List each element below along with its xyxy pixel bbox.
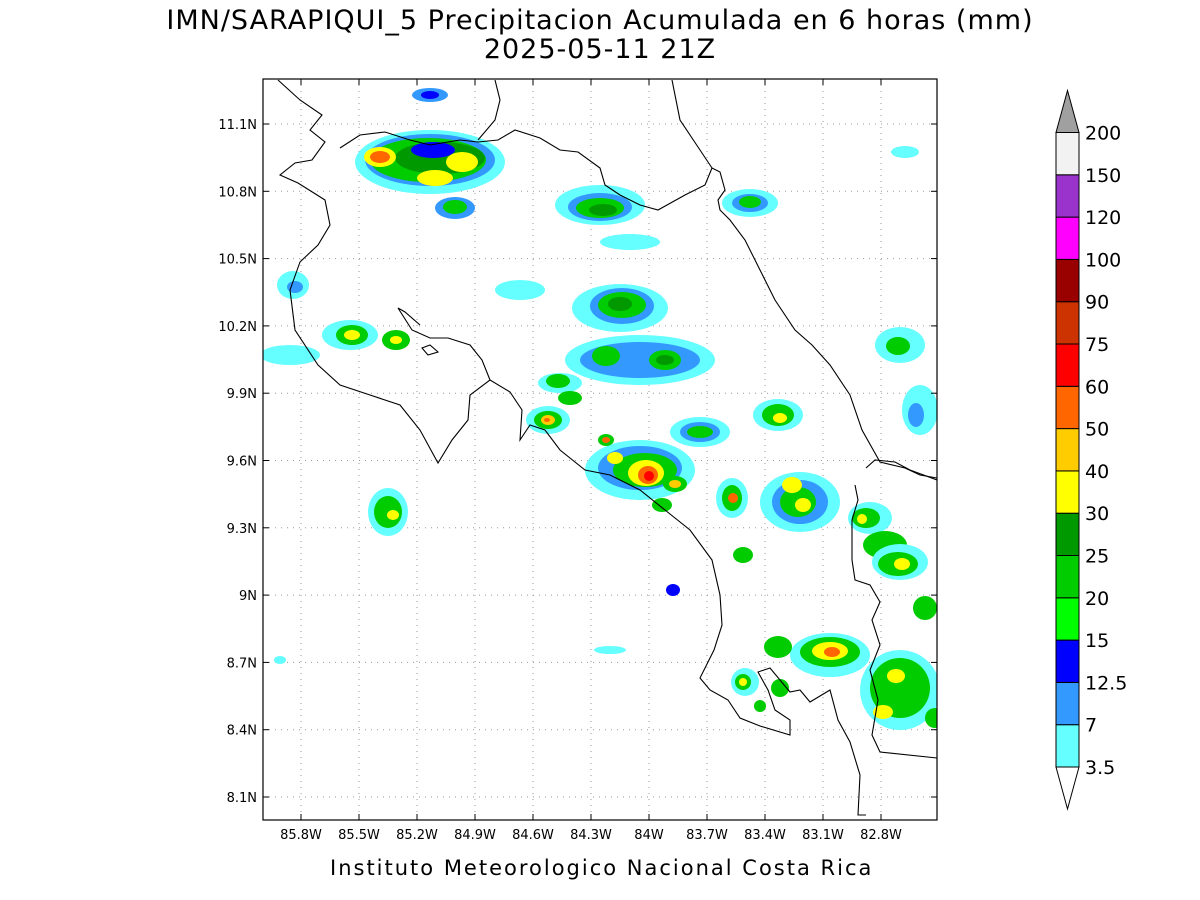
precip-field — [263, 88, 937, 730]
lon-tick-label: 85.8W — [280, 828, 322, 843]
colorbar-swatch — [1055, 216, 1080, 260]
lat-tick-label: 10.5N — [218, 253, 257, 268]
nicaragua-north-coast — [477, 79, 501, 141]
lake-detail — [421, 344, 440, 356]
colorbar-swatch — [1055, 512, 1080, 557]
lon-tick-label: 83.1W — [802, 828, 844, 843]
colorbar-swatch — [1055, 470, 1080, 514]
chart-date: 2025-05-11 21Z — [483, 34, 717, 65]
lon-tick-label: 82.8W — [860, 828, 902, 843]
lat-tick-label: 9.3N — [227, 522, 257, 537]
colorbar-label: 3.5 — [1085, 757, 1115, 779]
colorbar-swatch — [1055, 597, 1080, 641]
lat-tick-label: 8.1N — [227, 791, 257, 806]
map-frame — [262, 78, 938, 821]
precip-cell — [355, 88, 505, 219]
lat-tick-label: 11.1N — [218, 118, 257, 133]
panama-border — [851, 484, 937, 759]
colorbar-min-arrow — [1055, 766, 1080, 811]
central-pacific-coast — [489, 379, 866, 816]
chart-title: IMN/SARAPIQUI_5 Precipitacion Acumulada … — [166, 5, 1034, 36]
colorbar-label: 90 — [1085, 292, 1109, 314]
colorbar-label: 7 — [1085, 715, 1097, 737]
lon-tick-label: 83.4W — [744, 828, 786, 843]
lat-tick-label: 8.7N — [227, 656, 257, 671]
footer-credit: Instituto Meteorologico Nacional Costa R… — [330, 856, 874, 880]
colorbar-label: 75 — [1085, 334, 1109, 356]
lon-tick-label: 84.3W — [570, 828, 612, 843]
colorbar-swatch — [1055, 555, 1080, 599]
colorbar-label: 20 — [1085, 588, 1109, 610]
colorbar-swatch — [1055, 428, 1080, 472]
lon-tick-label: 84.6W — [512, 828, 554, 843]
colorbar-swatch — [1055, 174, 1080, 218]
colorbar-swatch — [1055, 681, 1080, 726]
coastlines — [277, 79, 937, 816]
colorbar-swatch — [1055, 132, 1080, 176]
lat-tick-label: 8.4N — [227, 724, 257, 739]
colorbar-label: 120 — [1085, 207, 1121, 229]
precip-cell — [263, 284, 937, 435]
precip-cell — [277, 146, 919, 300]
colorbar-label: 60 — [1085, 376, 1109, 398]
lat-tick-label: 9N — [239, 589, 257, 604]
lon-tick-label: 84W — [634, 828, 664, 843]
colorbar-swatch — [1055, 639, 1080, 683]
colorbar-label: 100 — [1085, 249, 1121, 271]
colorbar-swatch — [1055, 343, 1080, 387]
lon-tick-label: 85.5W — [338, 828, 380, 843]
colorbar-swatch — [1055, 301, 1080, 345]
colorbar-label: 200 — [1085, 123, 1121, 145]
panama-caribbean-coast — [865, 459, 937, 481]
colorbar-label: 150 — [1085, 165, 1121, 187]
map-axes: 11.1N 10.8N 10.5N 10.2N 9.9N 9.6N 9.3N 9N 8.7N 8.… — [218, 79, 937, 843]
colorbar-swatch — [1055, 385, 1080, 430]
colorbar-label: 12.5 — [1085, 672, 1127, 694]
colorbar-label: 40 — [1085, 461, 1109, 483]
colorbar: 3.5 7 12.5 15 20 25 30 40 50 60 75 90 100 120 150 200 — [1055, 88, 1127, 811]
lat-tick-label: 9.6N — [227, 455, 257, 470]
colorbar-swatch — [1055, 258, 1080, 303]
lat-tick-label: 10.8N — [218, 185, 257, 200]
lon-tick-label: 85.2W — [396, 828, 438, 843]
colorbar-label: 25 — [1085, 546, 1109, 568]
lon-tick-label: 84.9W — [454, 828, 496, 843]
colorbar-max-arrow — [1055, 88, 1080, 133]
colorbar-label: 15 — [1085, 630, 1109, 652]
lon-tick-label: 83.7W — [686, 828, 728, 843]
nicaragua-pacific-coast — [277, 79, 491, 465]
colorbar-swatch — [1055, 724, 1080, 768]
northeast-coast — [671, 79, 713, 169]
precip-cell — [368, 472, 937, 620]
lat-tick-label: 9.9N — [227, 387, 257, 402]
costa-rica-nicaragua-border — [339, 129, 937, 479]
precip-cell — [274, 633, 937, 730]
precip-cell — [526, 373, 803, 512]
colorbar-label: 50 — [1085, 419, 1109, 441]
lat-tick-label: 10.2N — [218, 320, 257, 335]
colorbar-label: 30 — [1085, 503, 1109, 525]
